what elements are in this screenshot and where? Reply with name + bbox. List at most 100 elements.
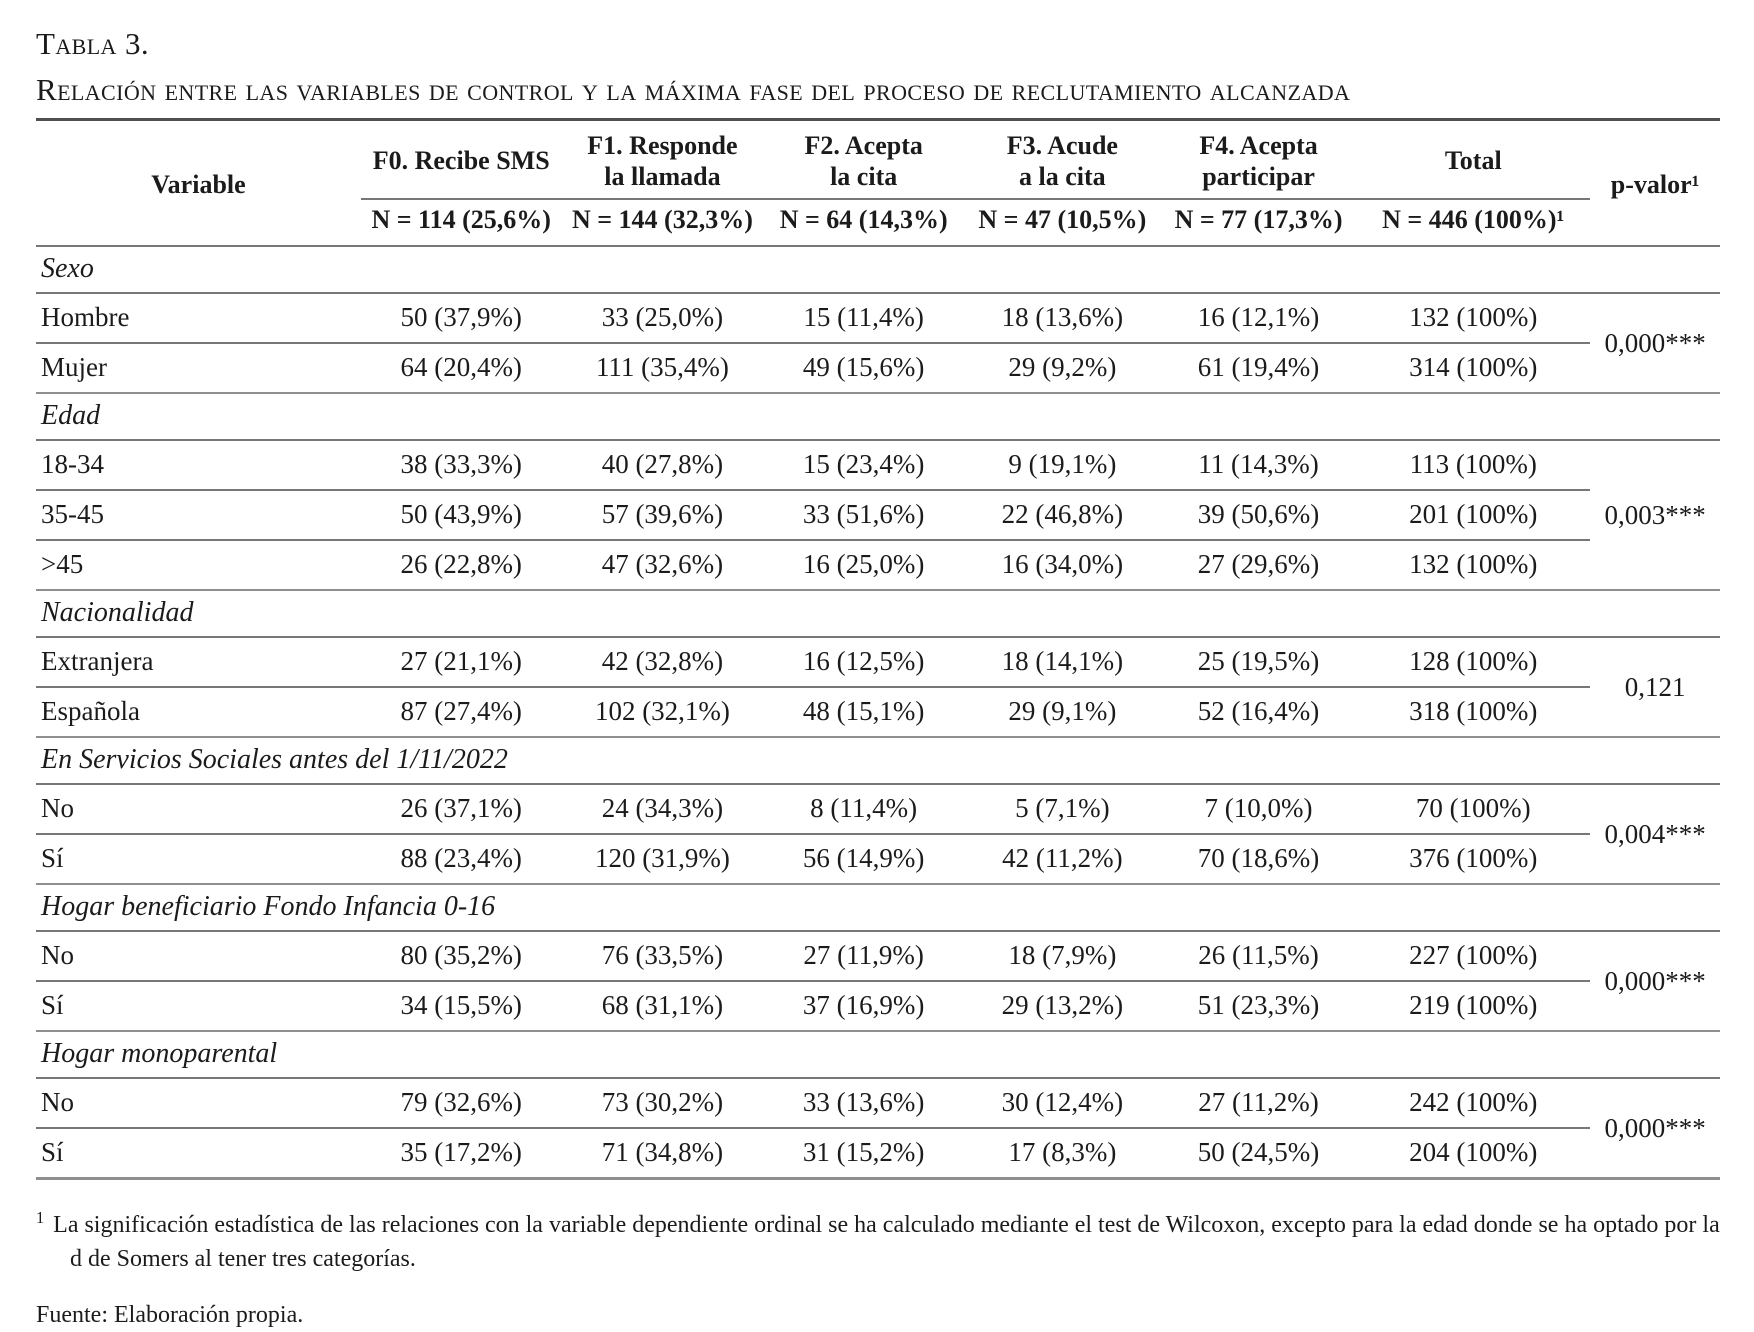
cell: 18 (14,1%): [963, 637, 1161, 689]
cell: 33 (25,0%): [561, 293, 764, 345]
source-note: Fuente: Elaboración propia.: [36, 1302, 304, 1329]
row-label: Española: [36, 687, 361, 739]
cell: 25 (19,5%): [1160, 637, 1357, 689]
n-f3: N = 47 (10,5%): [963, 199, 1161, 248]
cell: 113 (100%): [1356, 440, 1591, 492]
cell: 15 (11,4%): [763, 293, 964, 345]
footnote-marker: 1: [36, 1208, 45, 1228]
cell: 29 (9,1%): [963, 687, 1161, 739]
table-row: Sí 88 (23,4%) 120 (31,9%) 56 (14,9%) 42 …: [36, 834, 1720, 886]
cell: 27 (11,9%): [763, 931, 964, 983]
cell: 80 (35,2%): [361, 931, 562, 983]
table-row: No 80 (35,2%) 76 (33,5%) 27 (11,9%) 18 (…: [36, 931, 1720, 1033]
section-row-edad: Edad: [36, 393, 1720, 442]
p-value: 0,000***: [1590, 1078, 1720, 1180]
section-row-fondo-infancia: Hogar beneficiario Fondo Infancia 0-16: [36, 884, 1720, 933]
row-label: 35-45: [36, 490, 361, 542]
cell: 33 (51,6%): [763, 490, 964, 542]
column-header-variable: Variable: [36, 119, 361, 248]
table-row: 35-45 50 (43,9%) 57 (39,6%) 33 (51,6%) 2…: [36, 490, 1720, 542]
cell: 27 (21,1%): [361, 637, 562, 689]
cell: 24 (34,3%): [561, 784, 764, 836]
cell: 5 (7,1%): [963, 784, 1161, 836]
cell: 76 (33,5%): [561, 931, 764, 983]
cell: 11 (14,3%): [1160, 440, 1357, 492]
cell: 51 (23,3%): [1160, 981, 1357, 1033]
cell: 73 (30,2%): [561, 1078, 764, 1130]
cell: 37 (16,9%): [763, 981, 964, 1033]
cell: 204 (100%): [1356, 1128, 1591, 1180]
cell: 71 (34,8%): [561, 1128, 764, 1180]
cell: 201 (100%): [1356, 490, 1591, 542]
p-value: 0,003***: [1590, 440, 1720, 592]
cell: 79 (32,6%): [361, 1078, 562, 1130]
section-label: Edad: [36, 393, 1720, 442]
cell: 26 (37,1%): [361, 784, 562, 836]
header-row: Variable F0. Recibe SMS F1. Responde la …: [36, 119, 1720, 248]
cell: 102 (32,1%): [561, 687, 764, 739]
cell: 42 (32,8%): [561, 637, 764, 689]
cell: 128 (100%): [1356, 637, 1591, 689]
cell: 50 (37,9%): [361, 293, 562, 345]
table-title: Relación entre las variables de control …: [36, 72, 1351, 107]
cell: 227 (100%): [1356, 931, 1591, 983]
cell: 111 (35,4%): [561, 343, 764, 395]
cell: 7 (10,0%): [1160, 784, 1357, 836]
cell: 56 (14,9%): [763, 834, 964, 886]
cell: 64 (20,4%): [361, 343, 562, 395]
table-row: Mujer 64 (20,4%) 111 (35,4%) 49 (15,6%) …: [36, 343, 1720, 395]
n-f4: N = 77 (17,3%): [1160, 199, 1357, 248]
cell: 18 (7,9%): [963, 931, 1161, 983]
section-row-monoparental: Hogar monoparental: [36, 1031, 1720, 1080]
cell: 29 (13,2%): [963, 981, 1161, 1033]
row-label: No: [36, 1078, 361, 1130]
footnote-text: La significación estadística de las rela…: [53, 1212, 1720, 1273]
cell: 42 (11,2%): [963, 834, 1161, 886]
cell: 48 (15,1%): [763, 687, 964, 739]
cell: 132 (100%): [1356, 293, 1591, 345]
cell: 120 (31,9%): [561, 834, 764, 886]
cell: 50 (24,5%): [1160, 1128, 1357, 1180]
column-header-total: Total: [1356, 119, 1591, 201]
table-row: Sí 35 (17,2%) 71 (34,8%) 31 (15,2%) 17 (…: [36, 1128, 1720, 1180]
cell: 52 (16,4%): [1160, 687, 1357, 739]
table-row: Hombre 50 (37,9%) 33 (25,0%) 15 (11,4%) …: [36, 293, 1720, 395]
n-row: N = 114 (25,6%) N = 144 (32,3%) N = 64 (…: [36, 199, 1720, 248]
column-header-pvalor: p-valor¹: [1590, 119, 1720, 248]
cell: 88 (23,4%): [361, 834, 562, 886]
cell: 39 (50,6%): [1160, 490, 1357, 542]
table-row: Sí 34 (15,5%) 68 (31,1%) 37 (16,9%) 29 (…: [36, 981, 1720, 1033]
section-label: Sexo: [36, 246, 1720, 295]
cell: 57 (39,6%): [561, 490, 764, 542]
cell: 132 (100%): [1356, 540, 1591, 592]
footnote-1: 1 La significación estadística de las rel…: [36, 1206, 1720, 1276]
p-value: 0,000***: [1590, 931, 1720, 1033]
cell: 38 (33,3%): [361, 440, 562, 492]
cell: 30 (12,4%): [963, 1078, 1161, 1130]
table-row: Extranjera 27 (21,1%) 42 (32,8%) 16 (12,…: [36, 637, 1720, 739]
section-label: En Servicios Sociales antes del 1/11/202…: [36, 737, 1720, 786]
row-label: >45: [36, 540, 361, 592]
column-header-f1: F1. Responde la llamada: [561, 119, 764, 201]
row-label: Sí: [36, 981, 361, 1033]
table-row: No 79 (32,6%) 73 (30,2%) 33 (13,6%) 30 (…: [36, 1078, 1720, 1180]
cell: 49 (15,6%): [763, 343, 964, 395]
results-table: Variable F0. Recibe SMS F1. Responde la …: [36, 118, 1720, 1181]
column-header-f0: F0. Recibe SMS: [361, 119, 562, 201]
cell: 242 (100%): [1356, 1078, 1591, 1130]
p-value: 0,004***: [1590, 784, 1720, 886]
cell: 26 (11,5%): [1160, 931, 1357, 983]
cell: 15 (23,4%): [763, 440, 964, 492]
n-f1: N = 144 (32,3%): [561, 199, 764, 248]
footnotes: 1 La significación estadística de las rel…: [36, 1206, 1720, 1332]
cell: 70 (100%): [1356, 784, 1591, 836]
column-header-f3: F3. Acude a la cita: [963, 119, 1161, 201]
cell: 87 (27,4%): [361, 687, 562, 739]
cell: 18 (13,6%): [963, 293, 1161, 345]
row-label: No: [36, 931, 361, 983]
row-label: 18-34: [36, 440, 361, 492]
section-label: Hogar beneficiario Fondo Infancia 0-16: [36, 884, 1720, 933]
section-row-nacionalidad: Nacionalidad: [36, 590, 1720, 639]
cell: 27 (11,2%): [1160, 1078, 1357, 1130]
